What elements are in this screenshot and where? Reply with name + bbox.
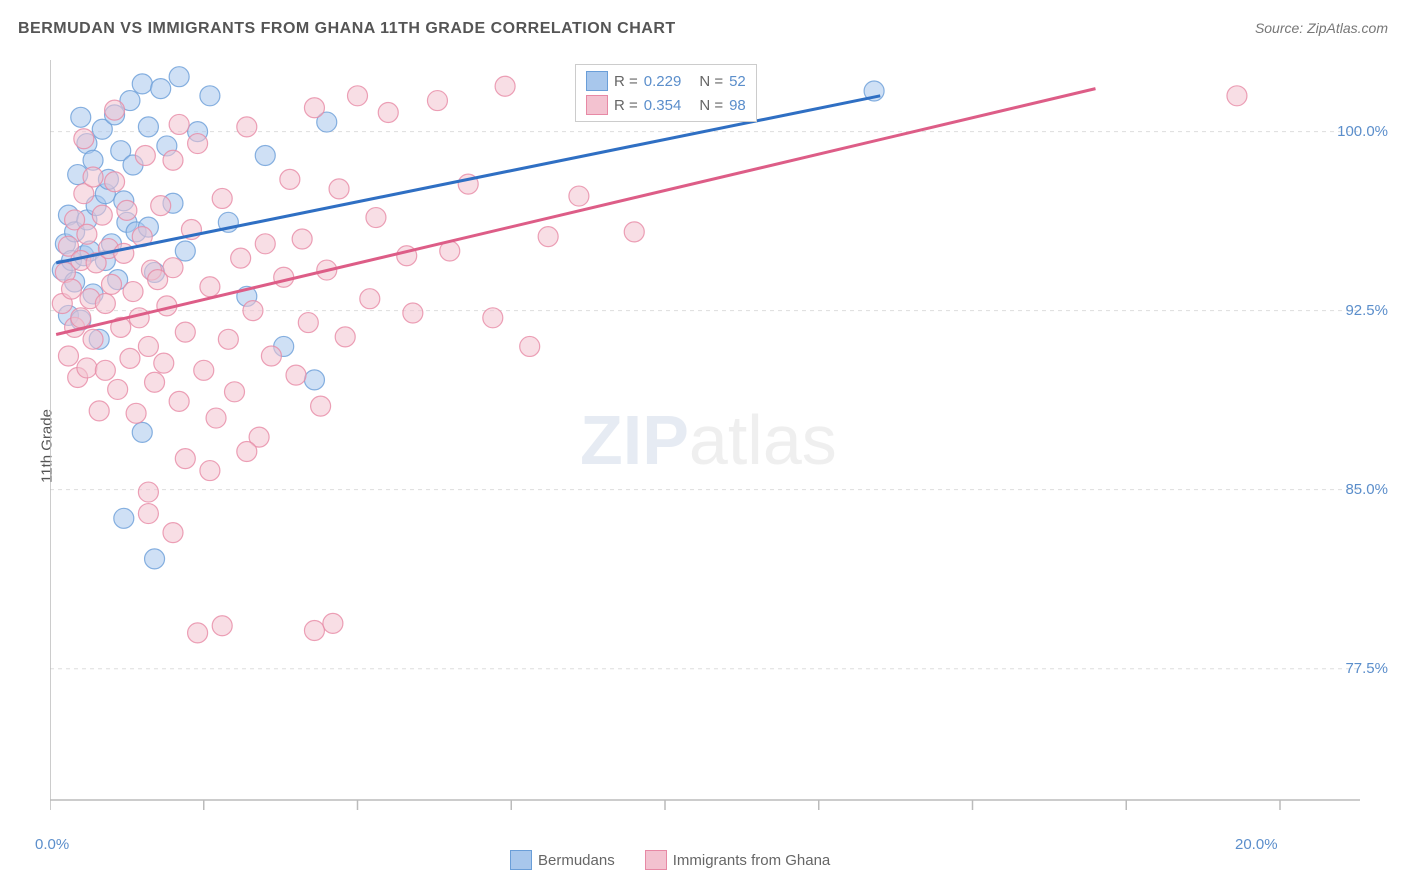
y-tick-label: 92.5% (1345, 302, 1388, 319)
correlation-legend: R = 0.229 N = 52 R = 0.354 N = 98 (575, 64, 757, 122)
chart-source: Source: ZipAtlas.com (1255, 20, 1388, 36)
correlation-legend-row: R = 0.354 N = 98 (586, 93, 746, 117)
series-legend-item: Immigrants from Ghana (645, 848, 831, 872)
legend-n-value: 98 (729, 97, 746, 114)
legend-n-label: N = (699, 97, 723, 114)
scatter-chart (50, 50, 1380, 820)
chart-title: BERMUDAN VS IMMIGRANTS FROM GHANA 11TH G… (18, 20, 676, 38)
correlation-legend-row: R = 0.229 N = 52 (586, 69, 746, 93)
chart-header: BERMUDAN VS IMMIGRANTS FROM GHANA 11TH G… (18, 20, 1388, 38)
legend-n-label: N = (699, 73, 723, 90)
y-tick-label: 85.0% (1345, 481, 1388, 498)
legend-r-label: R = (614, 73, 638, 90)
x-tick-label: 0.0% (35, 836, 69, 853)
legend-r-label: R = (614, 97, 638, 114)
legend-r-value: 0.229 (644, 73, 682, 90)
legend-swatch (586, 71, 608, 91)
x-tick-label: 20.0% (1235, 836, 1278, 853)
legend-n-value: 52 (729, 73, 746, 90)
legend-r-value: 0.354 (644, 97, 682, 114)
series-legend-label: Immigrants from Ghana (673, 852, 831, 869)
legend-swatch (586, 95, 608, 115)
series-legend: Bermudans Immigrants from Ghana (510, 848, 830, 872)
series-legend-label: Bermudans (538, 852, 615, 869)
legend-swatch (645, 850, 667, 870)
y-tick-label: 100.0% (1337, 123, 1388, 140)
series-legend-item: Bermudans (510, 848, 615, 872)
legend-swatch (510, 850, 532, 870)
y-tick-label: 77.5% (1345, 660, 1388, 677)
